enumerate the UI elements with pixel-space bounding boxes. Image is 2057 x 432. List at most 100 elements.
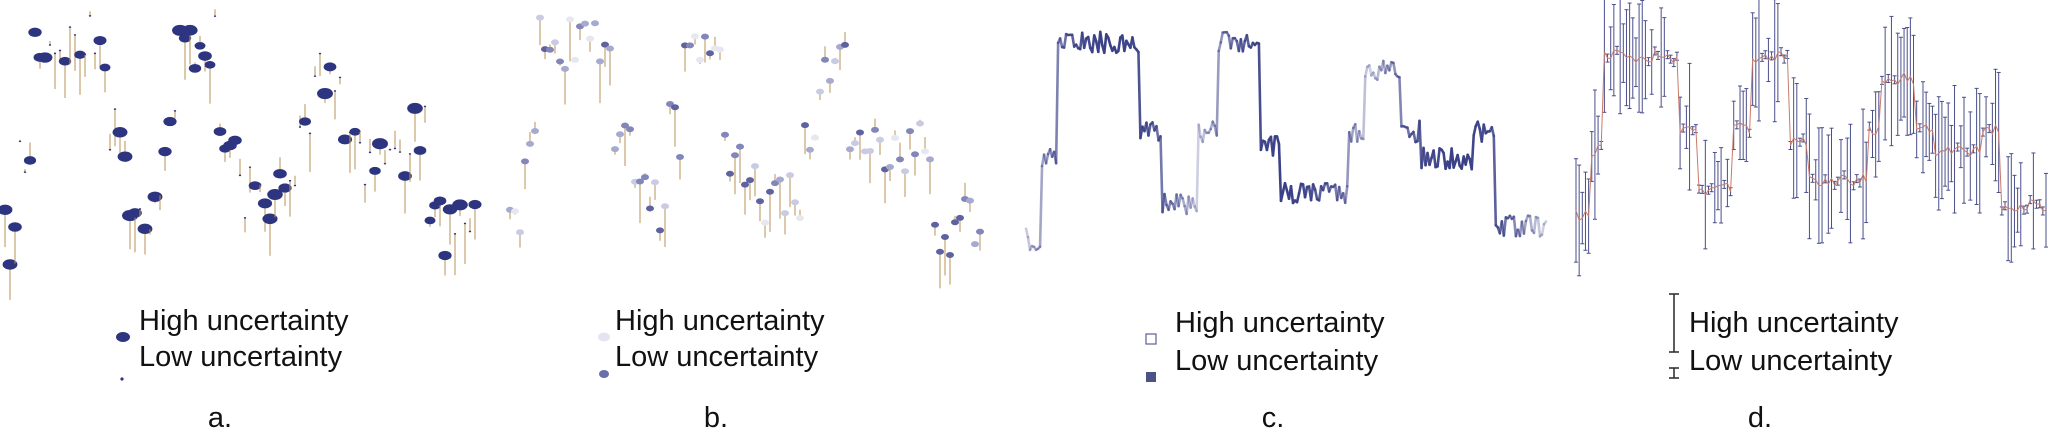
uncertainty-glyph xyxy=(911,151,919,158)
uncertainty-glyph xyxy=(846,146,854,153)
uncertainty-glyph xyxy=(128,208,142,218)
uncertainty-line-segment xyxy=(1179,193,1184,200)
uncertainty-glyph xyxy=(636,178,644,185)
uncertainty-glyph xyxy=(851,140,859,147)
uncertainty-glyph xyxy=(213,127,227,136)
uncertainty-glyph xyxy=(776,176,784,183)
panel-c-legend-high: High uncertainty xyxy=(1145,306,1465,345)
uncertainty-line-segment xyxy=(1378,65,1383,72)
uncertainty-line-segment xyxy=(1490,125,1496,138)
uncertainty-glyph xyxy=(756,198,764,205)
uncertainty-glyph xyxy=(468,199,482,210)
uncertainty-line-segment xyxy=(1532,215,1538,235)
uncertainty-glyph xyxy=(258,183,262,186)
dark-square-icon xyxy=(1145,357,1157,391)
uncertainty-line-segment xyxy=(1343,184,1349,205)
uncertainty-line-segment xyxy=(1203,128,1208,135)
uncertainty-glyph xyxy=(596,58,604,65)
uncertainty-line-segment xyxy=(1098,30,1104,47)
panel-a-legend-low: Low uncertainty xyxy=(115,340,435,381)
uncertainty-glyph xyxy=(551,39,559,46)
uncertainty-glyph xyxy=(74,50,86,59)
uncertainty-glyph xyxy=(606,45,614,52)
uncertainty-line-segment xyxy=(1026,235,1032,252)
uncertainty-glyph xyxy=(173,110,177,112)
uncertainty-line-segment xyxy=(1175,193,1180,208)
uncertainty-glyph xyxy=(721,131,729,138)
uncertainty-line-segment xyxy=(1028,244,1034,252)
uncertainty-glyph xyxy=(746,177,754,184)
uncertainty-glyph xyxy=(696,56,704,63)
legend-label-high: High uncertainty xyxy=(1689,307,1899,339)
uncertainty-glyph xyxy=(616,131,624,138)
error-bar xyxy=(1618,0,1623,115)
uncertainty-glyph xyxy=(706,50,714,57)
uncertainty-glyph xyxy=(248,166,252,168)
panel-b-legend-high: High uncertainty xyxy=(597,304,917,342)
uncertainty-glyph xyxy=(298,117,312,126)
panel-c-caption: c. xyxy=(1261,402,1285,432)
uncertainty-glyph xyxy=(736,143,744,150)
uncertainty-glyph xyxy=(408,153,412,155)
uncertainty-line-segment xyxy=(1361,75,1367,141)
uncertainty-glyph xyxy=(48,44,52,46)
uncertainty-glyph xyxy=(921,148,929,155)
uncertainty-line-segment xyxy=(1384,64,1389,75)
uncertainty-glyph xyxy=(313,75,317,78)
uncertainty-glyph xyxy=(511,208,519,215)
uncertainty-line-segment xyxy=(1436,147,1441,168)
uncertainty-glyph xyxy=(148,227,152,230)
uncertainty-glyph xyxy=(293,184,297,187)
uncertainty-line-segment xyxy=(1181,197,1186,208)
uncertainty-line-segment xyxy=(1271,135,1277,157)
uncertainty-glyph xyxy=(886,163,894,170)
uncertainty-line-segment xyxy=(1538,233,1544,238)
uncertainty-glyph xyxy=(571,56,579,63)
uncertainty-line-segment xyxy=(1392,61,1397,76)
uncertainty-line-segment xyxy=(1313,188,1319,201)
light-square-icon xyxy=(1145,319,1157,353)
uncertainty-line-segment xyxy=(1103,33,1108,55)
uncertainty-glyph xyxy=(53,52,57,55)
uncertainty-glyph xyxy=(966,197,974,204)
panel-c-plot xyxy=(1024,30,1548,252)
uncertainty-line-segment xyxy=(1032,245,1038,252)
uncertainty-glyph xyxy=(896,156,904,163)
uncertainty-glyph xyxy=(318,52,322,55)
uncertainty-glyph xyxy=(228,135,242,146)
uncertainty-glyph xyxy=(731,152,739,159)
uncertainty-line-segment xyxy=(1376,65,1381,82)
uncertainty-line-segment xyxy=(1351,122,1357,130)
legend-label-low: Low uncertainty xyxy=(1175,345,1379,377)
uncertainty-glyph xyxy=(566,16,574,23)
uncertainty-glyph xyxy=(586,35,594,42)
uncertainty-glyph xyxy=(243,217,247,219)
uncertainty-glyph xyxy=(88,15,92,17)
uncertainty-glyph xyxy=(741,181,749,188)
uncertainty-glyph xyxy=(811,134,819,141)
uncertainty-line-segment xyxy=(1229,37,1235,50)
uncertainty-glyph xyxy=(188,64,202,73)
uncertainty-glyph xyxy=(651,179,659,186)
uncertainty-glyph xyxy=(452,199,468,211)
uncertainty-glyph xyxy=(766,188,774,195)
uncertainty-line-segment xyxy=(1054,41,1060,165)
uncertainty-line-segment xyxy=(1534,215,1540,220)
uncertainty-line-segment xyxy=(1412,130,1417,144)
uncertainty-line-segment xyxy=(1265,138,1271,152)
uncertainty-glyph xyxy=(383,162,387,165)
uncertainty-line-segment xyxy=(1147,123,1152,137)
panel-a-plot xyxy=(0,9,482,300)
uncertainty-glyph xyxy=(856,129,864,136)
uncertainty-glyph xyxy=(516,229,524,236)
uncertainty-line-segment xyxy=(1259,139,1265,152)
uncertainty-glyph xyxy=(288,179,292,182)
panel-b-legend-low: Low uncertainty xyxy=(597,340,917,378)
uncertainty-glyph xyxy=(369,166,381,175)
uncertainty-glyph xyxy=(238,174,242,177)
uncertainty-line-segment xyxy=(1295,192,1301,204)
uncertainty-glyph xyxy=(611,146,619,153)
uncertainty-glyph xyxy=(163,116,177,127)
uncertainty-line-segment xyxy=(1193,205,1198,213)
uncertainty-glyph xyxy=(138,208,142,210)
